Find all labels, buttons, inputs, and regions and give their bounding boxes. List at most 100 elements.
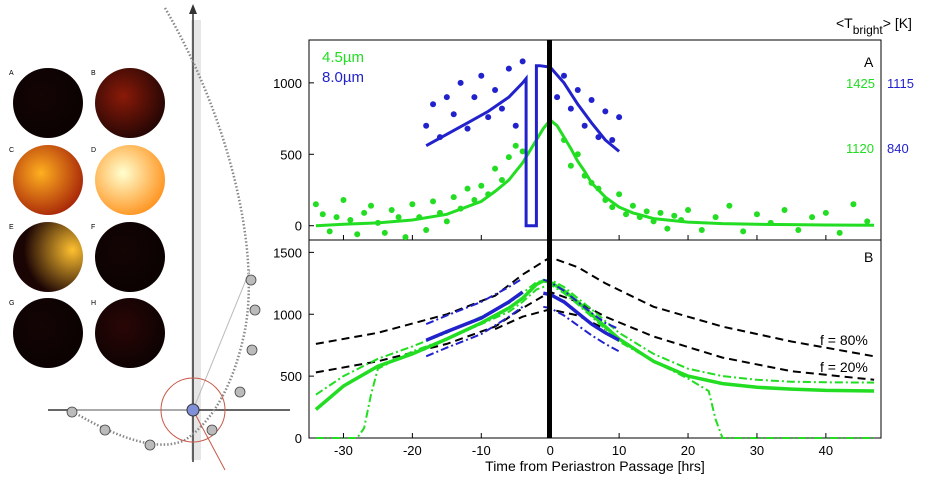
sphere-g bbox=[13, 298, 83, 368]
data-point bbox=[595, 134, 602, 141]
orbit-planets bbox=[66, 274, 261, 451]
data-point bbox=[388, 207, 395, 213]
sphere-letter: H bbox=[91, 300, 96, 307]
data-point bbox=[492, 87, 499, 93]
data-point bbox=[457, 79, 464, 86]
sphere-letter: E bbox=[9, 224, 14, 231]
corner-label-start: <T bbox=[836, 15, 853, 31]
annot-f20: f = 20% bbox=[820, 359, 868, 375]
sphere-letter: B bbox=[91, 70, 96, 77]
planet-icon bbox=[234, 386, 246, 398]
data-point bbox=[609, 204, 616, 211]
orbit-path bbox=[69, 7, 251, 446]
data-point bbox=[740, 228, 747, 235]
data-point bbox=[333, 214, 340, 221]
data-point bbox=[361, 209, 368, 216]
data-point bbox=[340, 197, 347, 203]
data-point bbox=[602, 108, 609, 115]
data-point bbox=[319, 211, 326, 218]
data-point bbox=[485, 114, 492, 121]
data-point bbox=[595, 185, 602, 192]
data-point bbox=[623, 211, 630, 218]
series-line bbox=[315, 283, 875, 439]
axis-shadow bbox=[191, 20, 201, 460]
data-point bbox=[505, 65, 512, 72]
star-icon bbox=[186, 403, 200, 417]
data-point bbox=[554, 94, 561, 101]
data-point bbox=[602, 197, 609, 203]
data-point bbox=[381, 229, 388, 236]
data-point bbox=[574, 151, 581, 158]
data-point bbox=[822, 209, 829, 216]
data-point bbox=[650, 218, 657, 225]
panel-label-b: B bbox=[864, 249, 873, 265]
sphere-c bbox=[13, 145, 83, 215]
data-point bbox=[581, 172, 588, 179]
sphere-a bbox=[13, 68, 83, 138]
corner-label: <Tbright> [K] bbox=[836, 15, 912, 37]
y-tick-label: 500 bbox=[280, 147, 302, 162]
data-point bbox=[567, 162, 574, 169]
series-line bbox=[315, 290, 875, 381]
data-point bbox=[512, 122, 519, 129]
model-line bbox=[425, 64, 621, 228]
data-point bbox=[423, 122, 430, 129]
data-point bbox=[512, 142, 519, 149]
y-tick-labels-a: 0 500 1000 bbox=[273, 76, 314, 234]
legend-green: 4.5µm bbox=[322, 49, 364, 66]
data-point bbox=[781, 207, 788, 213]
data-point bbox=[836, 229, 843, 236]
data-point bbox=[436, 134, 443, 141]
sphere-d bbox=[95, 145, 165, 215]
data-point bbox=[402, 234, 409, 241]
x-tick-label: -20 bbox=[403, 443, 422, 458]
x-tick-label: -10 bbox=[472, 443, 491, 458]
periastron-marker bbox=[547, 40, 552, 438]
planet-icon bbox=[249, 304, 261, 316]
y-tick-labels-b: 0 500 1000 1500 bbox=[273, 245, 314, 446]
data-point bbox=[726, 202, 733, 209]
star-ray bbox=[192, 409, 226, 471]
data-point bbox=[326, 228, 333, 235]
axis-arrow-icon bbox=[189, 4, 197, 14]
panel-a bbox=[312, 58, 875, 241]
data-point bbox=[368, 202, 375, 209]
series-line bbox=[425, 290, 524, 342]
sphere-b bbox=[95, 68, 165, 138]
y-tick-label: 0 bbox=[295, 219, 302, 234]
orbit-diagram: A B C D E F G H bbox=[9, 4, 290, 471]
data-point bbox=[450, 111, 457, 118]
data-point bbox=[395, 214, 402, 221]
x-tick-label: 20 bbox=[681, 443, 695, 458]
data-point bbox=[478, 182, 485, 189]
sphere-letter: F bbox=[91, 224, 95, 231]
data-point bbox=[498, 105, 505, 112]
data-point bbox=[443, 218, 450, 225]
model-line bbox=[315, 117, 875, 228]
right-annot-blue-2: 840 bbox=[887, 141, 909, 156]
legend-blue: 8.0µm bbox=[322, 69, 364, 86]
x-tick-label: -30 bbox=[334, 443, 353, 458]
panel-b-frame bbox=[308, 239, 882, 439]
data-point bbox=[671, 212, 678, 219]
y-tick-label: 0 bbox=[295, 431, 302, 446]
data-point bbox=[643, 208, 650, 215]
sight-line bbox=[192, 269, 251, 411]
data-point bbox=[519, 58, 526, 65]
x-tick-label: 30 bbox=[750, 443, 764, 458]
data-point bbox=[560, 72, 567, 79]
data-point bbox=[588, 97, 595, 103]
sphere-f bbox=[95, 222, 165, 292]
data-point bbox=[354, 231, 361, 238]
y-tick-label: 1000 bbox=[273, 307, 302, 322]
planet-icon bbox=[144, 439, 156, 451]
y-tick-label: 500 bbox=[280, 369, 302, 384]
data-point bbox=[519, 148, 526, 155]
series-line bbox=[315, 256, 875, 358]
data-point bbox=[409, 201, 416, 208]
data-point bbox=[767, 219, 774, 226]
data-point bbox=[464, 185, 471, 192]
data-point bbox=[636, 214, 643, 221]
planet-icon bbox=[206, 424, 218, 436]
